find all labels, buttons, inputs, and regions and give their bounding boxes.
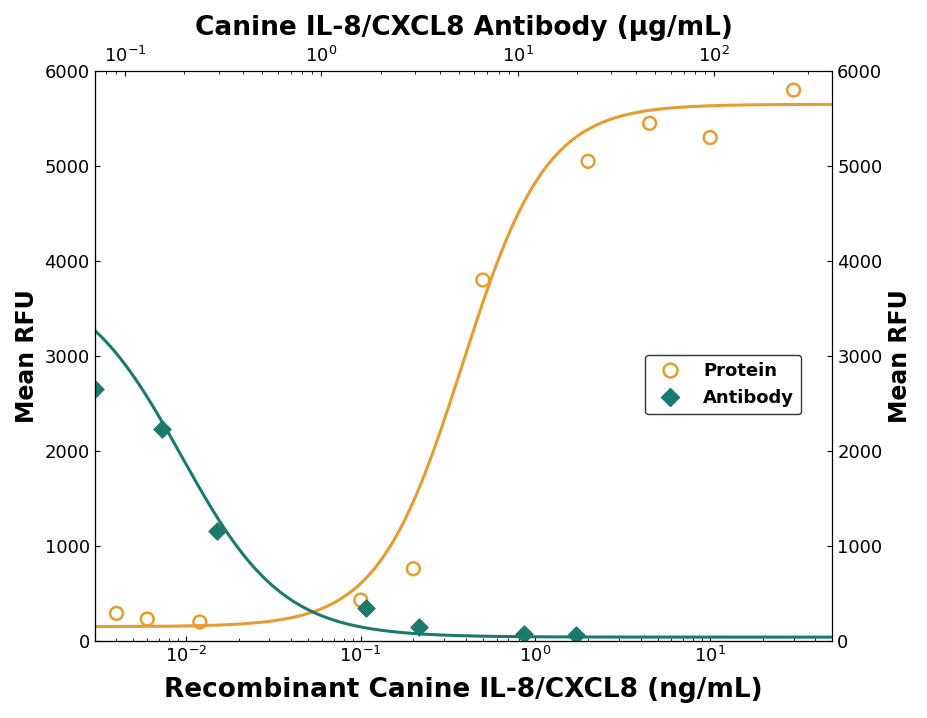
X-axis label: Canine IL-8/CXCL8 Antibody (μg/mL): Canine IL-8/CXCL8 Antibody (μg/mL) [195, 15, 732, 41]
Point [109, 607, 124, 619]
Point [703, 132, 717, 144]
Y-axis label: Mean RFU: Mean RFU [888, 289, 912, 423]
Point [87, 383, 102, 395]
Point [140, 613, 155, 625]
Point [193, 616, 208, 628]
Legend: Protein, Antibody: Protein, Antibody [645, 355, 801, 414]
Point [210, 525, 224, 536]
Point [412, 621, 426, 633]
Point [642, 118, 657, 129]
Point [359, 602, 374, 613]
X-axis label: Recombinant Canine IL-8/CXCL8 (ng/mL): Recombinant Canine IL-8/CXCL8 (ng/mL) [164, 677, 763, 703]
Y-axis label: Mean RFU: Mean RFU [15, 289, 39, 423]
Point [580, 156, 595, 167]
Point [516, 628, 531, 640]
Point [569, 630, 584, 641]
Point [155, 424, 170, 435]
Point [406, 563, 421, 574]
Point [0, 338, 7, 350]
Point [786, 84, 801, 95]
Point [476, 274, 490, 286]
Point [353, 595, 368, 606]
